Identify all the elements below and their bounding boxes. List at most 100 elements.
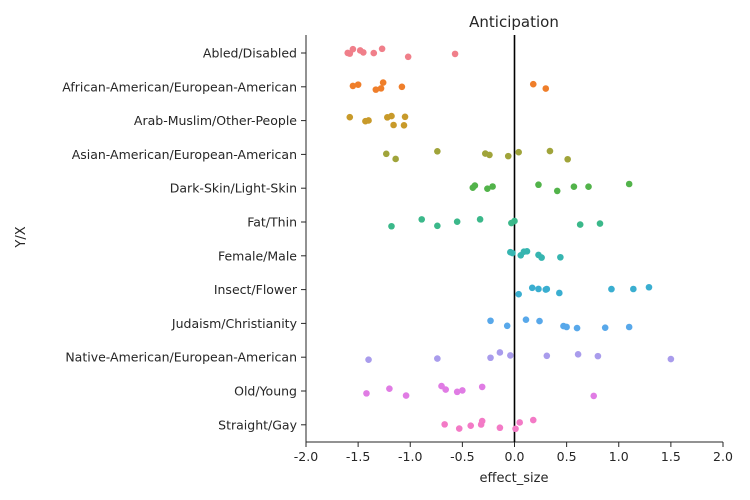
data-point: [503, 322, 511, 330]
data-point: [478, 417, 486, 425]
data-point: [349, 82, 357, 90]
data-point: [486, 151, 493, 159]
data-point: [476, 216, 484, 223]
data-point: [594, 352, 602, 360]
y-tick-label: Dark-Skin/Light-Skin: [170, 181, 297, 196]
data-point: [360, 49, 367, 56]
data-point: [388, 112, 395, 120]
data-point: [507, 352, 514, 359]
data-point: [523, 247, 531, 255]
data-point: [390, 121, 397, 129]
x-tick-label: 1.5: [661, 449, 681, 464]
data-point: [484, 185, 491, 192]
data-point: [453, 388, 461, 396]
y-axis-ticks: Abled/Disabled African-American/European-…: [62, 46, 306, 432]
y-tick-label: Straight/Gay: [218, 417, 297, 432]
data-point: [402, 392, 410, 399]
data-point: [418, 216, 426, 223]
data-point: [596, 220, 604, 227]
data-point: [401, 113, 409, 121]
data-point: [536, 317, 543, 325]
data-point: [459, 387, 466, 394]
data-point: [512, 425, 519, 433]
x-tick-label: -1.5: [346, 449, 370, 464]
data-point: [515, 148, 522, 156]
data-point: [489, 183, 496, 190]
data-point: [630, 285, 637, 293]
data-point: [346, 113, 354, 121]
data-point: [400, 121, 408, 129]
data-point: [487, 317, 494, 325]
x-axis-ticks: -2.0 -1.5 -1.0 -0.5 0.0 0.5 1.0 1.5 2.0: [294, 442, 733, 464]
data-point: [372, 86, 380, 93]
data-point: [386, 385, 393, 392]
y-tick-label: Old/Young: [234, 384, 297, 399]
y-tick-label: Insect/Flower: [214, 282, 298, 297]
data-point: [576, 221, 584, 228]
data-point: [504, 152, 512, 160]
data-point: [543, 285, 551, 293]
data-point: [535, 285, 542, 293]
y-tick-label: Fat/Thin: [247, 215, 297, 230]
data-point: [511, 217, 518, 225]
data-point: [625, 180, 633, 188]
x-tick-label: 0.0: [505, 449, 525, 464]
data-point: [574, 351, 582, 358]
y-tick-label: Abled/Disabled: [203, 46, 297, 61]
data-point: [542, 85, 550, 92]
data-point: [529, 416, 537, 424]
data-point: [451, 50, 459, 58]
x-axis-label: effect_size: [480, 471, 549, 486]
data-point: [471, 182, 479, 189]
data-point: [442, 386, 449, 393]
data-point: [379, 79, 387, 86]
plot-area: [305, 35, 723, 443]
y-tick-label: Female/Male: [218, 248, 297, 263]
x-tick-label: 1.0: [609, 449, 629, 464]
data-point: [509, 249, 516, 257]
data-point: [515, 290, 522, 298]
data-point: [516, 419, 524, 426]
data-point: [382, 150, 390, 158]
data-point: [370, 49, 378, 57]
data-point: [608, 285, 615, 293]
data-point: [349, 45, 357, 53]
data-point: [365, 117, 372, 124]
data-point: [564, 155, 571, 163]
data-point: [478, 383, 486, 391]
data-point: [557, 253, 564, 261]
y-tick-label: Arab-Muslim/Other-People: [134, 113, 297, 128]
data-point: [377, 85, 385, 92]
data-point: [404, 53, 412, 61]
y-tick-label: Judaism/Christianity: [171, 316, 298, 331]
x-tick-label: 2.0: [713, 449, 733, 464]
data-point: [546, 147, 554, 155]
data-point: [378, 45, 386, 53]
data-point: [538, 254, 545, 261]
data-point: [365, 356, 372, 363]
data-point: [434, 355, 441, 362]
data-point: [535, 181, 542, 189]
data-point: [573, 324, 581, 332]
data-point: [601, 324, 609, 331]
data-point: [553, 187, 561, 195]
y-tick-label: Native-American/European-American: [65, 350, 297, 365]
data-point: [522, 316, 530, 324]
data-point: [645, 283, 653, 291]
data-point: [667, 355, 675, 363]
data-point: [434, 147, 441, 155]
data-point: [467, 422, 475, 429]
data-point: [388, 222, 395, 230]
x-tick-label: -0.5: [450, 449, 474, 464]
data-point: [563, 323, 570, 331]
y-tick-label: African-American/European-American: [62, 79, 297, 94]
data-point: [487, 354, 494, 362]
data-point: [434, 222, 441, 230]
data-point: [398, 83, 406, 91]
data-point: [590, 392, 598, 400]
data-point: [496, 424, 504, 432]
data-point: [528, 284, 536, 292]
data-point: [543, 352, 551, 360]
x-tick-label: -2.0: [294, 449, 318, 464]
data-point: [529, 80, 537, 88]
